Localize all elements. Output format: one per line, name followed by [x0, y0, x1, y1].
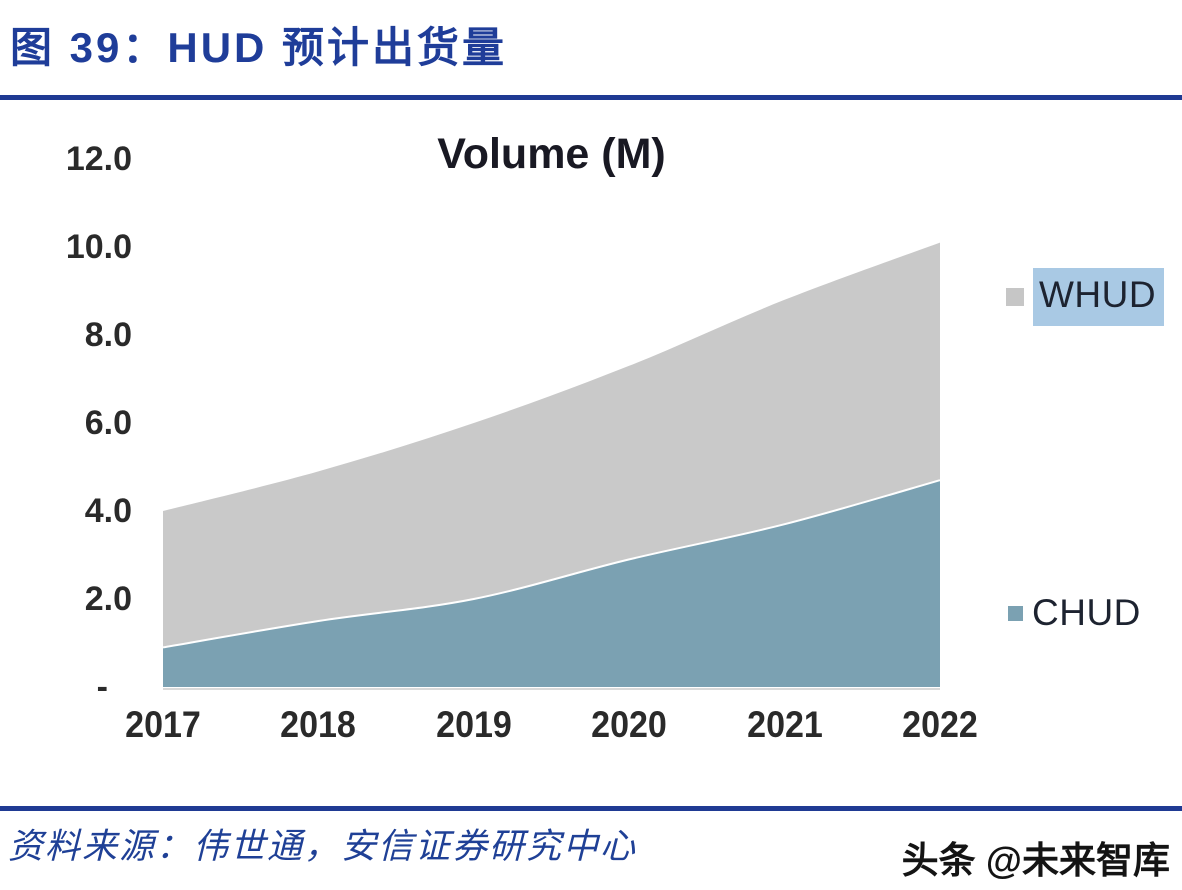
watermark: 头条 @未来智库	[901, 840, 1170, 881]
stacked-area-plot	[163, 242, 941, 690]
legend-item-whud: WHUD	[1006, 268, 1165, 326]
x-tick-label: 2022	[902, 704, 978, 745]
x-tick-label: 2018	[280, 704, 357, 745]
legend-label-whud: WHUD	[1033, 268, 1165, 326]
x-tick-label: 2020	[591, 704, 668, 745]
area-chud	[163, 480, 940, 687]
y-tick-label: -	[96, 668, 108, 706]
y-tick-label: 4.0	[84, 492, 132, 530]
source-note: 资料来源：伟世通，安信证券研究中心	[8, 827, 638, 866]
chud-swatch-icon	[1008, 605, 1023, 621]
legend-label-chud: CHUD	[1032, 592, 1141, 633]
chart-title: Volume (M)	[437, 130, 666, 178]
y-tick-label: 2.0	[84, 580, 132, 618]
y-tick-label: 10.0	[65, 228, 132, 266]
legend-item-chud: CHUD	[1008, 592, 1141, 634]
y-axis: 12.0 10.0 8.0 6.0 4.0 2.0 -	[0, 0, 132, 760]
x-tick-label: 2019	[435, 704, 512, 745]
whud-swatch-icon	[1006, 288, 1024, 306]
y-tick-label: 6.0	[84, 404, 132, 442]
figure-title: 图 39：HUD 预计出货量	[10, 24, 508, 71]
y-tick-label: 8.0	[84, 316, 132, 354]
y-tick-label: 12.0	[65, 140, 132, 178]
title-separator	[0, 95, 1182, 100]
footer-separator	[0, 806, 1182, 811]
x-tick-label: 2021	[746, 704, 823, 745]
x-tick-label: 2017	[125, 704, 201, 745]
series-boundary	[163, 479, 941, 649]
